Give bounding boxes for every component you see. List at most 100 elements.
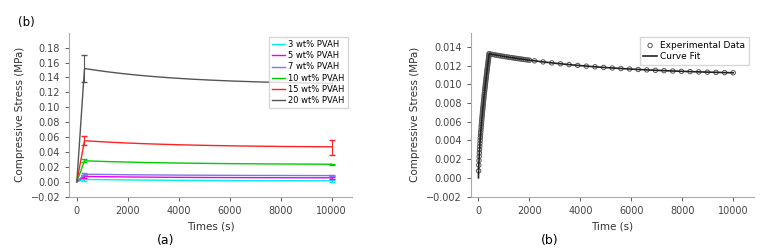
Experimental Data bbox=[478, 96, 490, 100]
Experimental Data bbox=[473, 163, 485, 167]
Experimental Data bbox=[502, 55, 514, 59]
Experimental Data bbox=[506, 56, 518, 60]
Experimental Data bbox=[483, 55, 495, 59]
Curve Fit bbox=[728, 71, 737, 74]
Experimental Data bbox=[483, 52, 495, 56]
Experimental Data bbox=[614, 67, 627, 71]
Experimental Data bbox=[493, 53, 505, 57]
Experimental Data bbox=[563, 62, 575, 67]
Line: 15 wt% PVAH: 15 wt% PVAH bbox=[77, 141, 331, 182]
Experimental Data bbox=[504, 55, 517, 59]
Experimental Data bbox=[727, 71, 739, 75]
Text: (a): (a) bbox=[157, 234, 174, 247]
10 wt% PVAH bbox=[140, 161, 149, 164]
Experimental Data bbox=[580, 64, 592, 68]
15 wt% PVAH bbox=[72, 180, 82, 183]
Experimental Data bbox=[598, 66, 610, 70]
Experimental Data bbox=[518, 57, 530, 61]
3 wt% PVAH bbox=[82, 178, 92, 181]
Experimental Data bbox=[474, 138, 486, 142]
Experimental Data bbox=[521, 58, 534, 62]
Experimental Data bbox=[481, 70, 493, 74]
7 wt% PVAH bbox=[201, 174, 211, 177]
Experimental Data bbox=[481, 74, 493, 78]
Experimental Data bbox=[472, 169, 484, 173]
Curve Fit bbox=[542, 61, 551, 64]
Experimental Data bbox=[497, 54, 509, 58]
10 wt% PVAH bbox=[195, 162, 205, 165]
Experimental Data bbox=[473, 151, 485, 155]
Text: (b): (b) bbox=[541, 234, 558, 247]
15 wt% PVAH bbox=[80, 139, 89, 142]
X-axis label: Time (s): Time (s) bbox=[591, 221, 634, 231]
Experimental Data bbox=[479, 85, 491, 89]
Experimental Data bbox=[511, 57, 524, 61]
Experimental Data bbox=[480, 77, 492, 81]
10 wt% PVAH bbox=[82, 160, 92, 163]
3 wt% PVAH bbox=[327, 179, 336, 182]
Experimental Data bbox=[476, 112, 488, 116]
Experimental Data bbox=[514, 57, 526, 61]
Experimental Data bbox=[718, 71, 731, 75]
Experimental Data bbox=[667, 69, 679, 73]
3 wt% PVAH bbox=[201, 179, 211, 182]
Experimental Data bbox=[701, 70, 714, 74]
Experimental Data bbox=[675, 69, 687, 73]
Experimental Data bbox=[693, 70, 705, 74]
Experimental Data bbox=[478, 91, 491, 95]
Experimental Data bbox=[477, 106, 489, 110]
7 wt% PVAH bbox=[195, 174, 205, 177]
3 wt% PVAH bbox=[140, 179, 149, 182]
Experimental Data bbox=[510, 56, 522, 60]
Line: 5 wt% PVAH: 5 wt% PVAH bbox=[77, 176, 331, 182]
10 wt% PVAH bbox=[80, 159, 89, 162]
10 wt% PVAH bbox=[72, 180, 82, 183]
5 wt% PVAH bbox=[281, 176, 290, 179]
Experimental Data bbox=[480, 75, 492, 79]
7 wt% PVAH bbox=[140, 173, 149, 176]
Experimental Data bbox=[528, 59, 541, 63]
Experimental Data bbox=[478, 89, 491, 93]
Experimental Data bbox=[481, 62, 494, 67]
15 wt% PVAH bbox=[140, 142, 149, 145]
Curve Fit bbox=[484, 52, 494, 55]
Experimental Data bbox=[477, 104, 489, 108]
Experimental Data bbox=[658, 69, 671, 73]
Experimental Data bbox=[481, 69, 493, 73]
3 wt% PVAH bbox=[195, 179, 205, 182]
Experimental Data bbox=[480, 78, 492, 82]
5 wt% PVAH bbox=[82, 175, 92, 178]
15 wt% PVAH bbox=[281, 145, 290, 148]
Experimental Data bbox=[489, 53, 501, 57]
3 wt% PVAH bbox=[281, 179, 290, 182]
20 wt% PVAH bbox=[80, 67, 89, 70]
Experimental Data bbox=[473, 159, 485, 163]
Experimental Data bbox=[515, 57, 528, 61]
Experimental Data bbox=[482, 61, 494, 65]
Experimental Data bbox=[481, 66, 494, 70]
5 wt% PVAH bbox=[140, 176, 149, 179]
7 wt% PVAH bbox=[261, 174, 270, 177]
7 wt% PVAH bbox=[80, 173, 89, 176]
Experimental Data bbox=[483, 52, 495, 56]
Experimental Data bbox=[481, 72, 493, 76]
Experimental Data bbox=[494, 54, 507, 58]
10 wt% PVAH bbox=[281, 163, 290, 166]
Experimental Data bbox=[478, 87, 491, 91]
Line: 20 wt% PVAH: 20 wt% PVAH bbox=[77, 69, 331, 182]
Experimental Data bbox=[476, 110, 488, 114]
7 wt% PVAH bbox=[82, 173, 92, 176]
5 wt% PVAH bbox=[72, 180, 82, 183]
Experimental Data bbox=[474, 141, 486, 145]
Curve Fit bbox=[684, 70, 694, 73]
Experimental Data bbox=[554, 62, 567, 66]
7 wt% PVAH bbox=[281, 174, 290, 177]
Experimental Data bbox=[475, 118, 488, 122]
Curve Fit bbox=[672, 70, 681, 73]
Curve Fit bbox=[696, 70, 705, 73]
Experimental Data bbox=[478, 98, 490, 102]
Experimental Data bbox=[501, 55, 513, 59]
Experimental Data bbox=[474, 144, 486, 148]
Experimental Data bbox=[571, 64, 584, 68]
Experimental Data bbox=[537, 60, 549, 64]
